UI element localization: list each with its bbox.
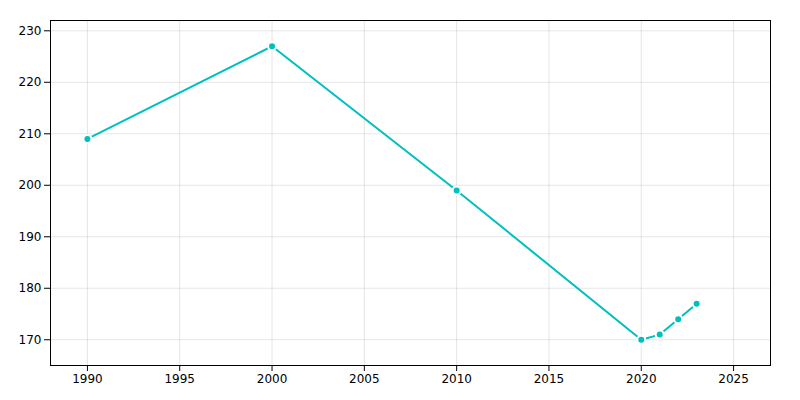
svg-text:2020: 2020 bbox=[626, 372, 657, 386]
svg-text:2025: 2025 bbox=[718, 372, 749, 386]
svg-text:2015: 2015 bbox=[534, 372, 565, 386]
svg-text:2005: 2005 bbox=[349, 372, 380, 386]
svg-text:1990: 1990 bbox=[72, 372, 103, 386]
svg-text:230: 230 bbox=[19, 24, 42, 38]
svg-text:210: 210 bbox=[19, 127, 42, 141]
svg-text:200: 200 bbox=[19, 178, 42, 192]
svg-text:190: 190 bbox=[19, 230, 42, 244]
svg-text:2010: 2010 bbox=[441, 372, 472, 386]
svg-text:1995: 1995 bbox=[164, 372, 195, 386]
svg-text:180: 180 bbox=[19, 281, 42, 295]
svg-text:170: 170 bbox=[19, 333, 42, 347]
svg-text:220: 220 bbox=[19, 75, 42, 89]
svg-text:2000: 2000 bbox=[257, 372, 288, 386]
